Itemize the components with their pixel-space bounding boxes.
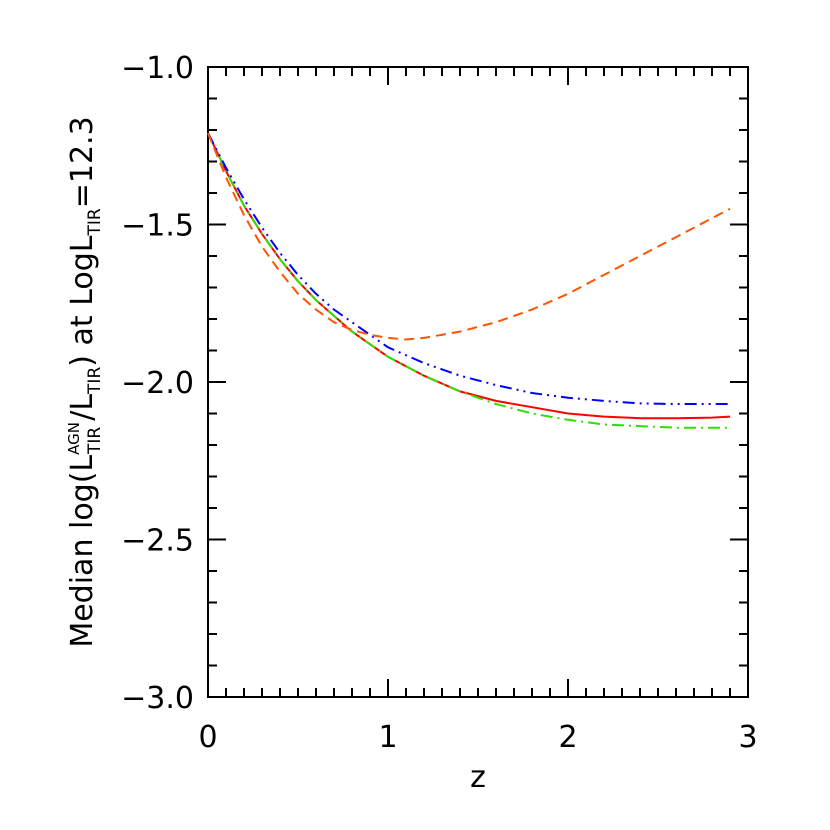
y-tick-label: −2.0: [121, 366, 194, 401]
y-label-sup-agn: AGN: [65, 422, 83, 455]
y-tick-label: −1.0: [121, 51, 194, 86]
y-tick-label: −2.5: [121, 524, 194, 559]
y-label-suffix: =12.3: [65, 116, 100, 208]
x-tick-label: 2: [558, 720, 577, 755]
series-line-1-solid: [207, 132, 731, 420]
plot-frame: [207, 66, 749, 698]
y-label-sub-tir-2: TIR: [85, 367, 105, 395]
y-axis-label: Median log(LAGN TIR/LTIR) at LogLTIR=12.3: [65, 116, 105, 647]
x-tick-label: 3: [738, 720, 757, 755]
axis-ticks: [207, 66, 749, 698]
series-line-2-dashdot: [207, 132, 730, 429]
x-tick-label: 1: [378, 720, 397, 755]
y-label-mid: /L: [65, 394, 100, 421]
series-line-3-dashdotdot: [207, 132, 730, 405]
y-label-prefix: Median log(L: [65, 455, 100, 648]
x-axis-label: z: [470, 760, 486, 795]
series-lines: [207, 132, 731, 429]
y-label-sub-tir-1: TIR: [85, 427, 105, 455]
y-label-close: ) at LogL: [65, 235, 100, 367]
series-line-4-dashed: [207, 132, 731, 341]
y-tick-label: −3.0: [121, 681, 194, 716]
y-tick-label: −1.5: [121, 209, 194, 244]
y-label-sub-tir-3: TIR: [85, 208, 105, 236]
tick-labels: 0 1 2 3 −3.0 −2.5 −2.0 −1.5 −1.0: [121, 51, 757, 755]
x-tick-label: 0: [198, 720, 217, 755]
